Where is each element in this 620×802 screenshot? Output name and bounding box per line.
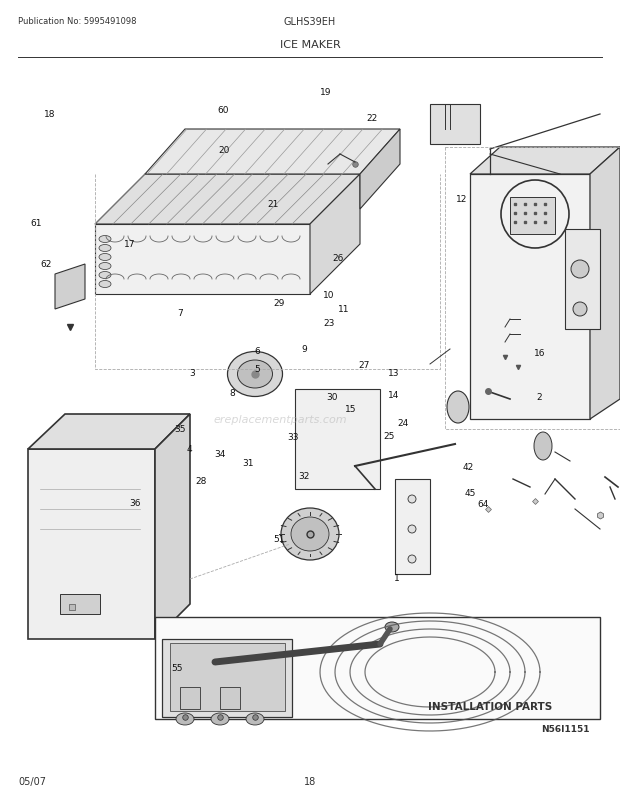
Text: 31: 31 xyxy=(242,458,254,468)
Text: 12: 12 xyxy=(456,194,467,204)
Text: 19: 19 xyxy=(320,87,331,97)
Polygon shape xyxy=(565,229,600,330)
Ellipse shape xyxy=(534,432,552,460)
Ellipse shape xyxy=(99,254,111,261)
Text: 3: 3 xyxy=(189,368,195,378)
Ellipse shape xyxy=(408,525,416,533)
Text: 18: 18 xyxy=(44,110,55,119)
Bar xyxy=(170,643,285,711)
Text: 05/07: 05/07 xyxy=(18,776,46,786)
Bar xyxy=(162,639,292,717)
Text: 2: 2 xyxy=(536,392,542,402)
Ellipse shape xyxy=(281,508,339,561)
Text: 11: 11 xyxy=(339,304,350,314)
Text: 9: 9 xyxy=(301,344,307,354)
Text: ereplacementparts.com: ereplacementparts.com xyxy=(213,415,347,424)
Ellipse shape xyxy=(447,391,469,423)
Polygon shape xyxy=(510,198,555,235)
Polygon shape xyxy=(430,105,480,145)
Ellipse shape xyxy=(237,361,273,388)
Text: 6: 6 xyxy=(254,346,260,356)
Ellipse shape xyxy=(99,237,111,243)
Ellipse shape xyxy=(571,261,589,278)
Text: 30: 30 xyxy=(326,392,337,402)
Ellipse shape xyxy=(408,496,416,504)
Text: 24: 24 xyxy=(397,418,409,427)
Text: 21: 21 xyxy=(267,200,278,209)
Text: 61: 61 xyxy=(30,218,42,228)
Text: 29: 29 xyxy=(273,298,285,308)
Polygon shape xyxy=(360,130,400,210)
Polygon shape xyxy=(470,148,620,175)
Text: INSTALLATION PARTS: INSTALLATION PARTS xyxy=(428,701,552,711)
Bar xyxy=(220,687,240,709)
Text: 26: 26 xyxy=(332,253,343,263)
Polygon shape xyxy=(28,415,190,449)
Text: 32: 32 xyxy=(298,471,309,480)
Polygon shape xyxy=(145,130,400,175)
Text: 51: 51 xyxy=(273,534,285,544)
Polygon shape xyxy=(155,415,190,639)
Polygon shape xyxy=(55,265,85,310)
Text: 5: 5 xyxy=(254,364,260,374)
Polygon shape xyxy=(395,480,430,574)
Ellipse shape xyxy=(246,713,264,725)
Text: 15: 15 xyxy=(345,404,356,414)
Text: 55: 55 xyxy=(171,663,182,673)
Text: 17: 17 xyxy=(125,240,136,249)
Ellipse shape xyxy=(99,272,111,279)
Text: 33: 33 xyxy=(287,432,298,442)
Text: 23: 23 xyxy=(323,318,334,328)
Text: 34: 34 xyxy=(215,449,226,459)
Ellipse shape xyxy=(99,245,111,252)
Text: 35: 35 xyxy=(174,424,185,434)
Text: 18: 18 xyxy=(304,776,316,786)
Ellipse shape xyxy=(228,352,283,397)
Text: GLHS39EH: GLHS39EH xyxy=(284,17,336,27)
Polygon shape xyxy=(95,225,310,294)
Text: N56I1151: N56I1151 xyxy=(541,724,590,734)
Text: 10: 10 xyxy=(323,290,334,300)
Text: 22: 22 xyxy=(366,114,378,124)
Text: 62: 62 xyxy=(41,260,52,269)
Bar xyxy=(155,618,600,719)
Polygon shape xyxy=(295,390,380,489)
Bar xyxy=(60,594,100,614)
Text: 42: 42 xyxy=(463,462,474,472)
Polygon shape xyxy=(28,449,155,639)
Polygon shape xyxy=(95,175,360,225)
Polygon shape xyxy=(590,148,620,419)
Text: 7: 7 xyxy=(177,308,183,318)
Text: 25: 25 xyxy=(383,431,394,441)
Text: 60: 60 xyxy=(218,106,229,115)
Text: 1: 1 xyxy=(394,573,400,582)
Ellipse shape xyxy=(99,263,111,270)
Text: 16: 16 xyxy=(534,348,545,358)
Text: 28: 28 xyxy=(196,476,207,486)
Polygon shape xyxy=(470,175,590,419)
Ellipse shape xyxy=(211,713,229,725)
Ellipse shape xyxy=(176,713,194,725)
Bar xyxy=(180,687,200,709)
Text: 36: 36 xyxy=(130,498,141,508)
Text: 4: 4 xyxy=(186,444,192,454)
Polygon shape xyxy=(310,175,360,294)
Text: 64: 64 xyxy=(477,499,489,508)
Text: 14: 14 xyxy=(388,391,399,400)
Ellipse shape xyxy=(291,517,329,551)
Ellipse shape xyxy=(99,282,111,288)
Ellipse shape xyxy=(408,555,416,563)
Text: 20: 20 xyxy=(219,146,230,156)
Text: 13: 13 xyxy=(388,368,399,378)
Ellipse shape xyxy=(573,302,587,317)
Text: Publication No: 5995491098: Publication No: 5995491098 xyxy=(18,18,136,26)
Text: ICE MAKER: ICE MAKER xyxy=(280,40,340,50)
Text: 8: 8 xyxy=(229,388,236,398)
Text: 45: 45 xyxy=(464,488,476,498)
Ellipse shape xyxy=(385,622,399,632)
Text: 27: 27 xyxy=(358,360,370,370)
